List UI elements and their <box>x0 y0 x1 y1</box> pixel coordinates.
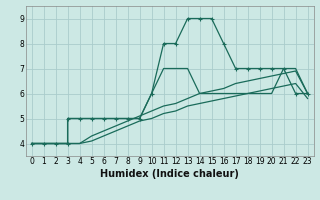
X-axis label: Humidex (Indice chaleur): Humidex (Indice chaleur) <box>100 169 239 179</box>
